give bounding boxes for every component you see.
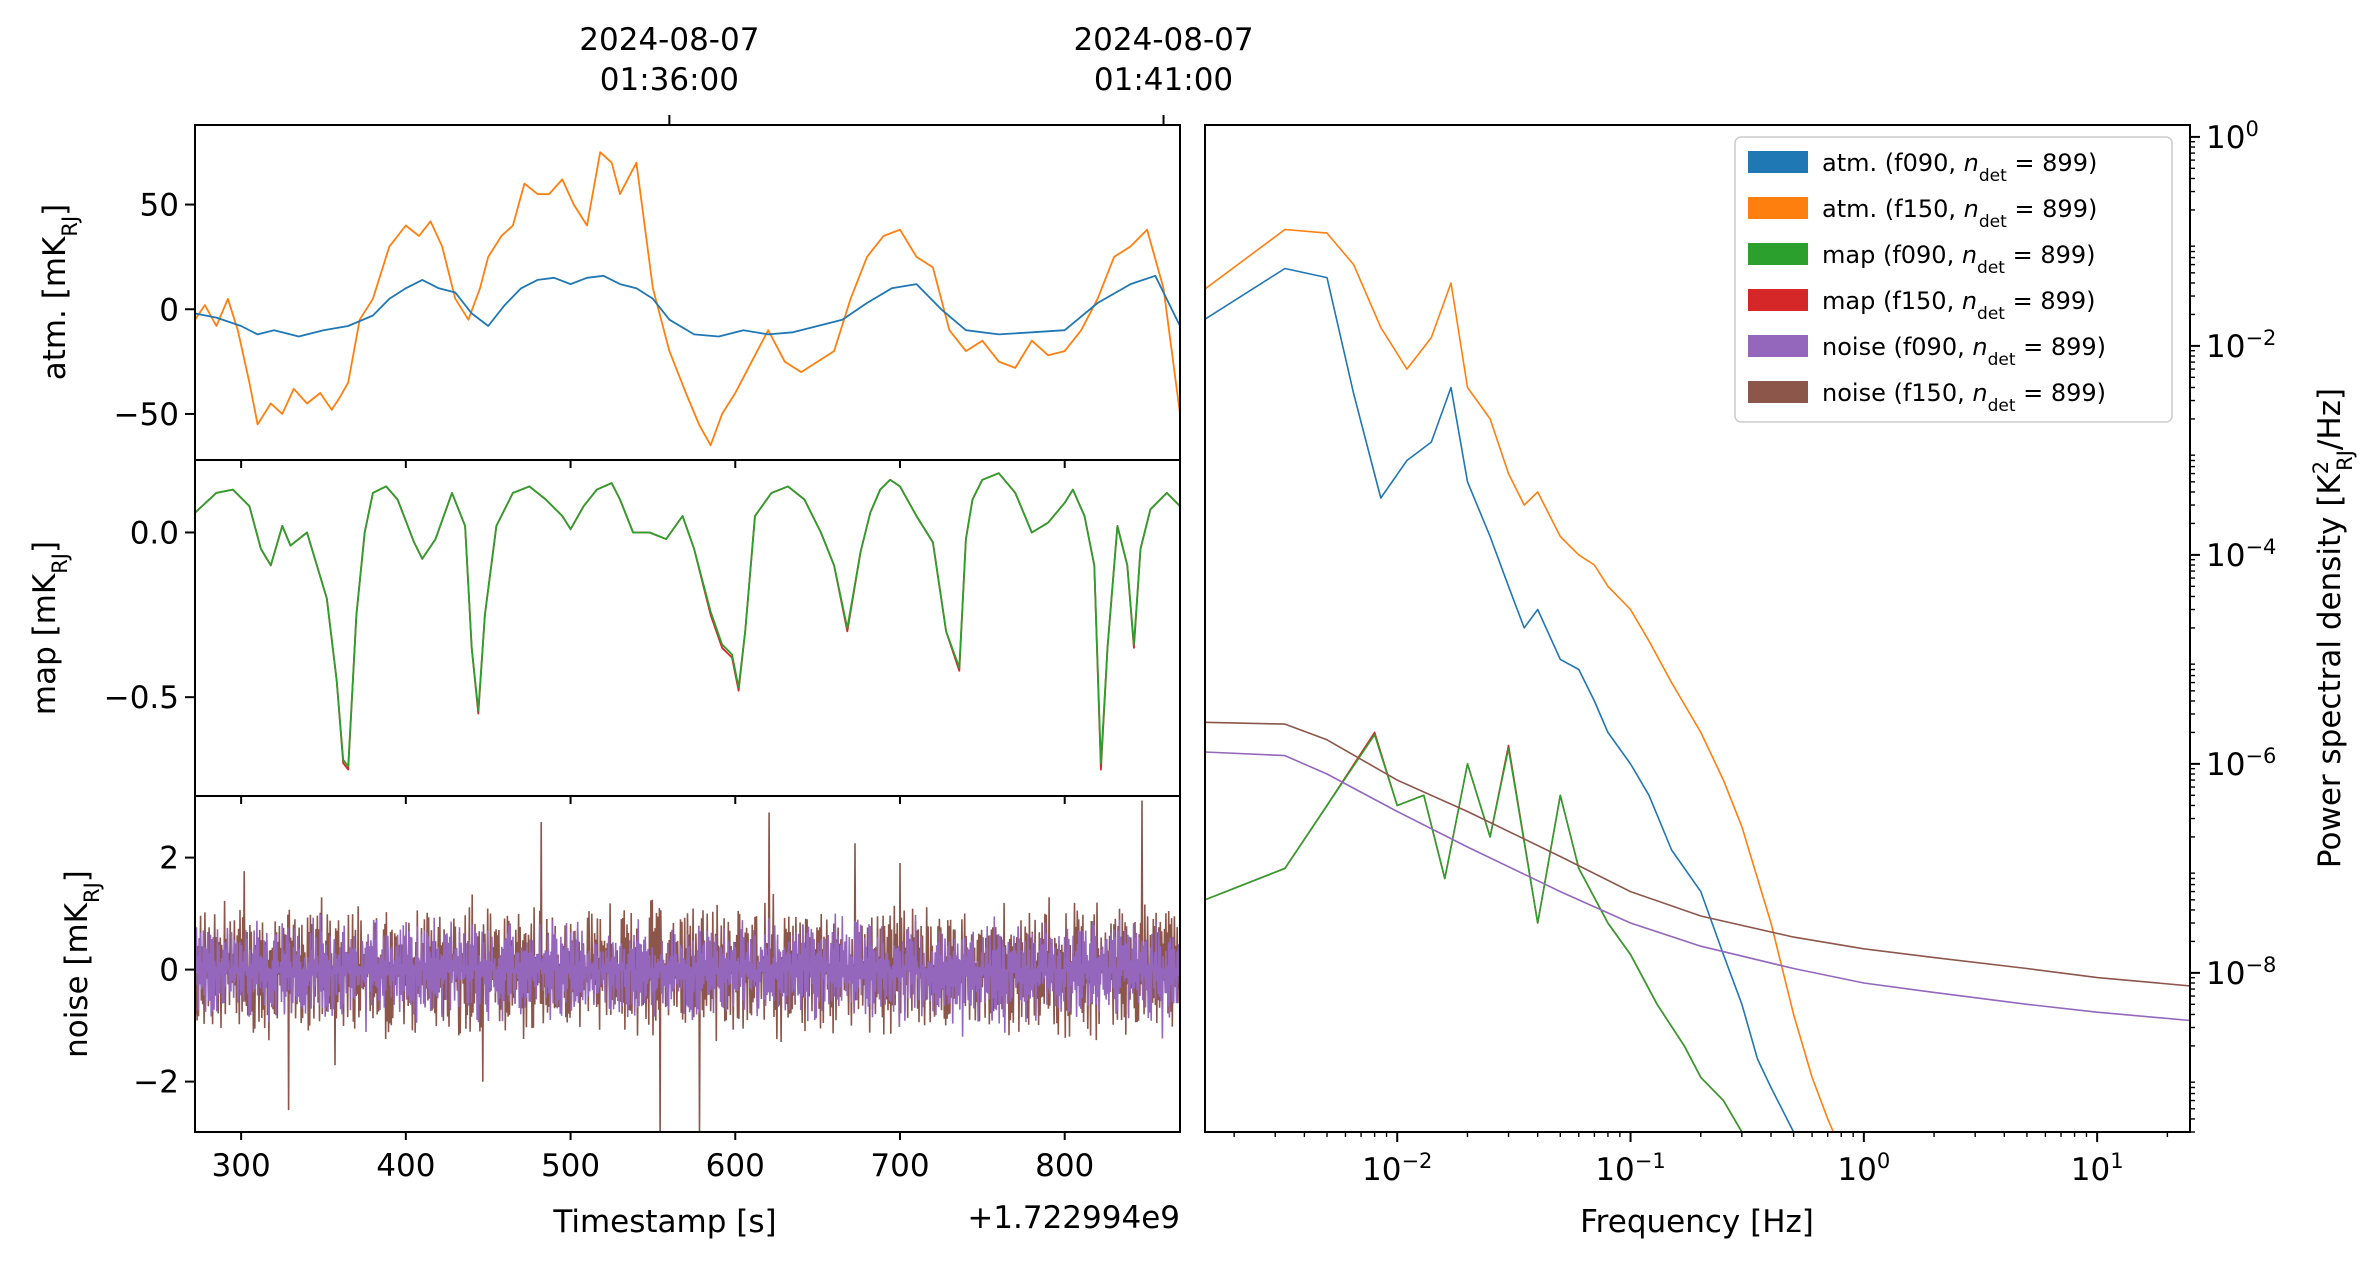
legend-label: map (f090, ndet = 899) [1822,241,2096,278]
y-tick-label: −50 [114,397,179,433]
psd-y-tick-label: 10−8 [2206,953,2276,992]
legend-swatch [1748,197,1808,219]
series-psd-map-f150 [1205,731,1743,1132]
top-tick-date: 2024-08-07 [579,22,759,58]
y-tick-label: 2 [159,841,179,877]
timestamp-x-axis-label: Timestamp [s] [552,1204,776,1240]
legend-label: atm. (f150, ndet = 899) [1822,195,2097,232]
series-psd-map-f090 [1205,733,1743,1132]
legend-swatch [1748,243,1808,265]
psd-y-tick-label: 10−2 [2206,326,2276,365]
legend-swatch [1748,289,1808,311]
series-atm-f150 [195,151,1180,447]
y-tick-label: 0 [159,292,179,328]
psd-x-tick-label: 10−1 [1595,1149,1665,1188]
series-psd-noise-f090 [1205,751,2190,1022]
series-map-f150 [195,472,1180,771]
x-tick-label: 500 [541,1148,600,1184]
y-tick-label: −2 [133,1065,179,1101]
series-map-f090 [195,472,1180,768]
series-psd-atm-f090 [1205,267,1795,1132]
legend-frame [1734,136,2173,423]
legend-swatch [1748,335,1808,357]
legend-swatch [1748,381,1808,403]
y-tick-label: 0.0 [130,515,179,551]
x-tick-label: 600 [706,1148,765,1184]
psd-y-axis-label: Power spectral density [K2RJ/Hz] [2309,388,2357,868]
y-tick-label: 0 [159,953,179,989]
legend-swatch [1748,151,1808,173]
series-psd-atm-f150 [1205,228,1835,1132]
x-tick-label: 400 [376,1148,435,1184]
psd-y-tick-label: 10−6 [2206,744,2276,783]
frequency-x-axis-label: Frequency [Hz] [1580,1204,1814,1240]
noise-panel-frame [194,795,1181,1133]
y-tick-label: 50 [140,188,179,224]
atm-panel-frame [194,124,1181,461]
legend-label: noise (f090, ndet = 899) [1822,333,2106,370]
psd-y-tick-label: 100 [2206,117,2259,156]
top-tick-time: 01:41:00 [1094,62,1233,98]
series-psd-noise-f150 [1205,721,2190,987]
psd-x-tick-label: 101 [2071,1149,2124,1188]
legend-label: atm. (f090, ndet = 899) [1822,149,2097,186]
legend: atm. (f090, ndet = 899) atm. (f150, ndet … [1734,136,2173,423]
psd-y-tick-label: 10−4 [2206,535,2276,574]
axes-layer: 500−502024-08-0701:36:002024-08-0701:41:… [104,22,2277,1188]
psd-x-tick-label: 10−2 [1362,1149,1432,1188]
legend-label: map (f150, ndet = 899) [1822,287,2096,324]
x-tick-label: 800 [1035,1148,1094,1184]
y-tick-label: −0.5 [104,680,179,716]
x-tick-label: 300 [212,1148,271,1184]
atm-y-axis-label: atm. [mKRJ] [37,204,82,381]
noise-y-axis-label: noise [mKRJ] [59,870,104,1058]
x-tick-label: 700 [870,1148,929,1184]
series-atm-f090 [195,274,1180,338]
series-noise-f090 [195,913,1180,1039]
plot-layer [195,151,2190,1132]
legend-label: noise (f150, ndet = 899) [1822,379,2106,416]
psd-x-tick-label: 100 [1837,1149,1890,1188]
map-y-axis-label: map [mKRJ] [27,541,72,715]
x-offset-text: +1.722994e9 [967,1200,1180,1236]
top-tick-date: 2024-08-07 [1073,22,1253,58]
top-tick-time: 01:36:00 [600,62,739,98]
